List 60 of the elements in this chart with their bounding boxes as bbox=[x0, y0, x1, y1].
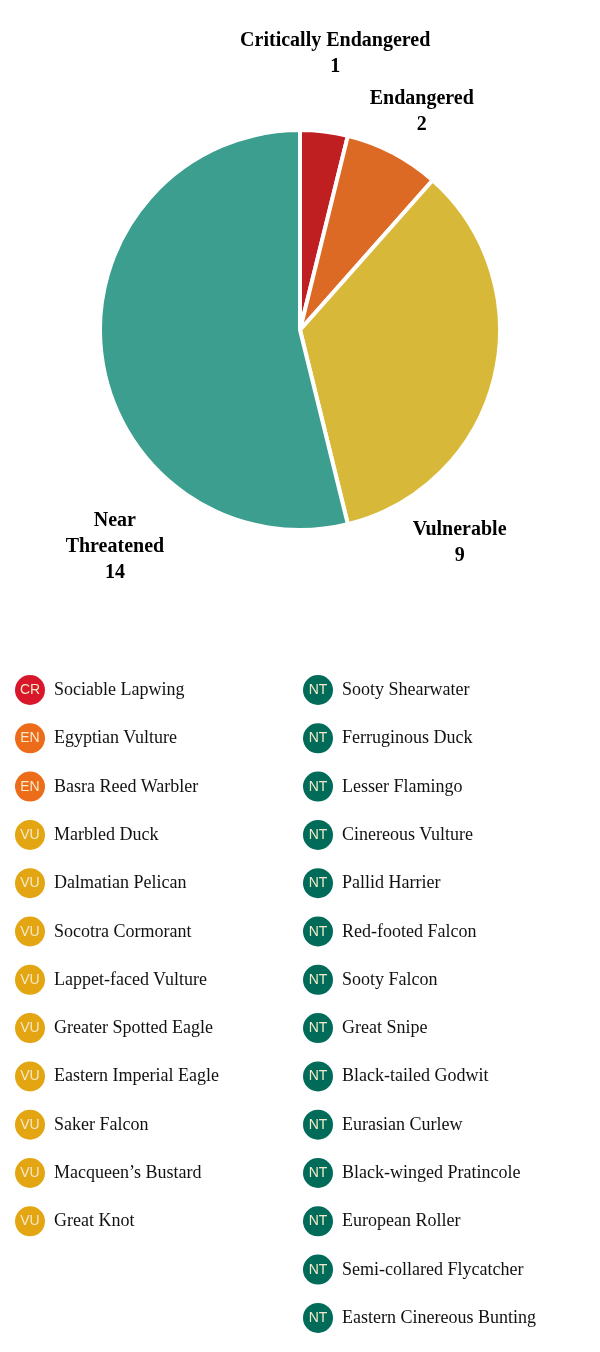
slice-label: Vulnerable bbox=[412, 516, 507, 539]
category-label: Greater Spotted Eagle bbox=[54, 1017, 213, 1038]
text: NT bbox=[308, 874, 328, 891]
text: NT bbox=[308, 681, 328, 697]
category-label: Great Knot bbox=[54, 1210, 135, 1231]
category-label: Semi-collared Flycatcher bbox=[342, 1258, 524, 1279]
category-label: Egyptian Vulture bbox=[54, 727, 178, 748]
text: NT bbox=[308, 1260, 328, 1277]
category-label: Lappet-faced Vulture bbox=[54, 968, 208, 989]
category-label: Saker Falcon bbox=[54, 1113, 149, 1134]
text: NT bbox=[308, 970, 328, 987]
data-label: 9 bbox=[454, 542, 465, 565]
text: NT bbox=[308, 1067, 328, 1084]
slice-label: Endangered bbox=[369, 86, 474, 110]
text: NT bbox=[308, 1115, 328, 1132]
data-label: 1 bbox=[330, 54, 341, 77]
text: EN bbox=[20, 777, 40, 794]
category-label: Pallid Harrier bbox=[342, 872, 441, 893]
category-label: Marbled Duck bbox=[54, 823, 159, 844]
category-label: Socotra Cormorant bbox=[54, 920, 192, 941]
category-label: Macqueen’s Bustard bbox=[54, 1162, 202, 1182]
category-label: European Roller bbox=[342, 1210, 461, 1231]
category-label: Ferruginous Duck bbox=[342, 727, 473, 748]
category-label: Cinereous Vulture bbox=[342, 823, 474, 844]
text: NT bbox=[308, 1308, 328, 1325]
slice-label: Critically Endangered bbox=[240, 28, 431, 52]
category-label: Lesser Flamingo bbox=[342, 775, 463, 796]
text: VU bbox=[20, 825, 40, 842]
text: NT bbox=[308, 922, 328, 939]
text: NT bbox=[308, 1019, 328, 1036]
text: NT bbox=[308, 777, 328, 794]
category-label: Black-tailed Godwit bbox=[342, 1065, 489, 1086]
text: VU bbox=[20, 1115, 40, 1132]
text: NT bbox=[308, 729, 328, 746]
text: EN bbox=[20, 729, 40, 746]
category-label: Sooty Shearwater bbox=[342, 679, 470, 699]
text: VU bbox=[20, 922, 40, 939]
text: NT bbox=[308, 1164, 328, 1180]
category-label: Eurasian Curlew bbox=[342, 1113, 463, 1134]
text: CR bbox=[19, 681, 41, 697]
text: NT bbox=[308, 1212, 328, 1229]
text: NT bbox=[308, 825, 328, 842]
data-label: 14 bbox=[104, 559, 125, 582]
text: VU bbox=[20, 970, 40, 987]
category-label: Eastern Imperial Eagle bbox=[54, 1065, 219, 1086]
category-label: Dalmatian Pelican bbox=[54, 872, 187, 893]
text: VU bbox=[20, 1164, 40, 1180]
category-label: Basra Reed Warbler bbox=[54, 775, 199, 796]
category-label: Black-winged Pratincole bbox=[342, 1162, 521, 1182]
category-label: Great Snipe bbox=[342, 1017, 428, 1038]
category-label: Eastern Cinereous Bunting bbox=[342, 1306, 536, 1327]
slice-label: Near Threatened bbox=[65, 507, 165, 556]
text: VU bbox=[20, 1019, 40, 1036]
category-label: Sooty Falcon bbox=[342, 968, 438, 989]
text: VU bbox=[20, 874, 40, 891]
category-label: Red-footed Falcon bbox=[342, 920, 477, 941]
category-label: Sociable Lapwing bbox=[54, 679, 185, 699]
text: VU bbox=[20, 1067, 40, 1084]
data-label: 2 bbox=[416, 112, 427, 135]
text: VU bbox=[20, 1212, 40, 1229]
